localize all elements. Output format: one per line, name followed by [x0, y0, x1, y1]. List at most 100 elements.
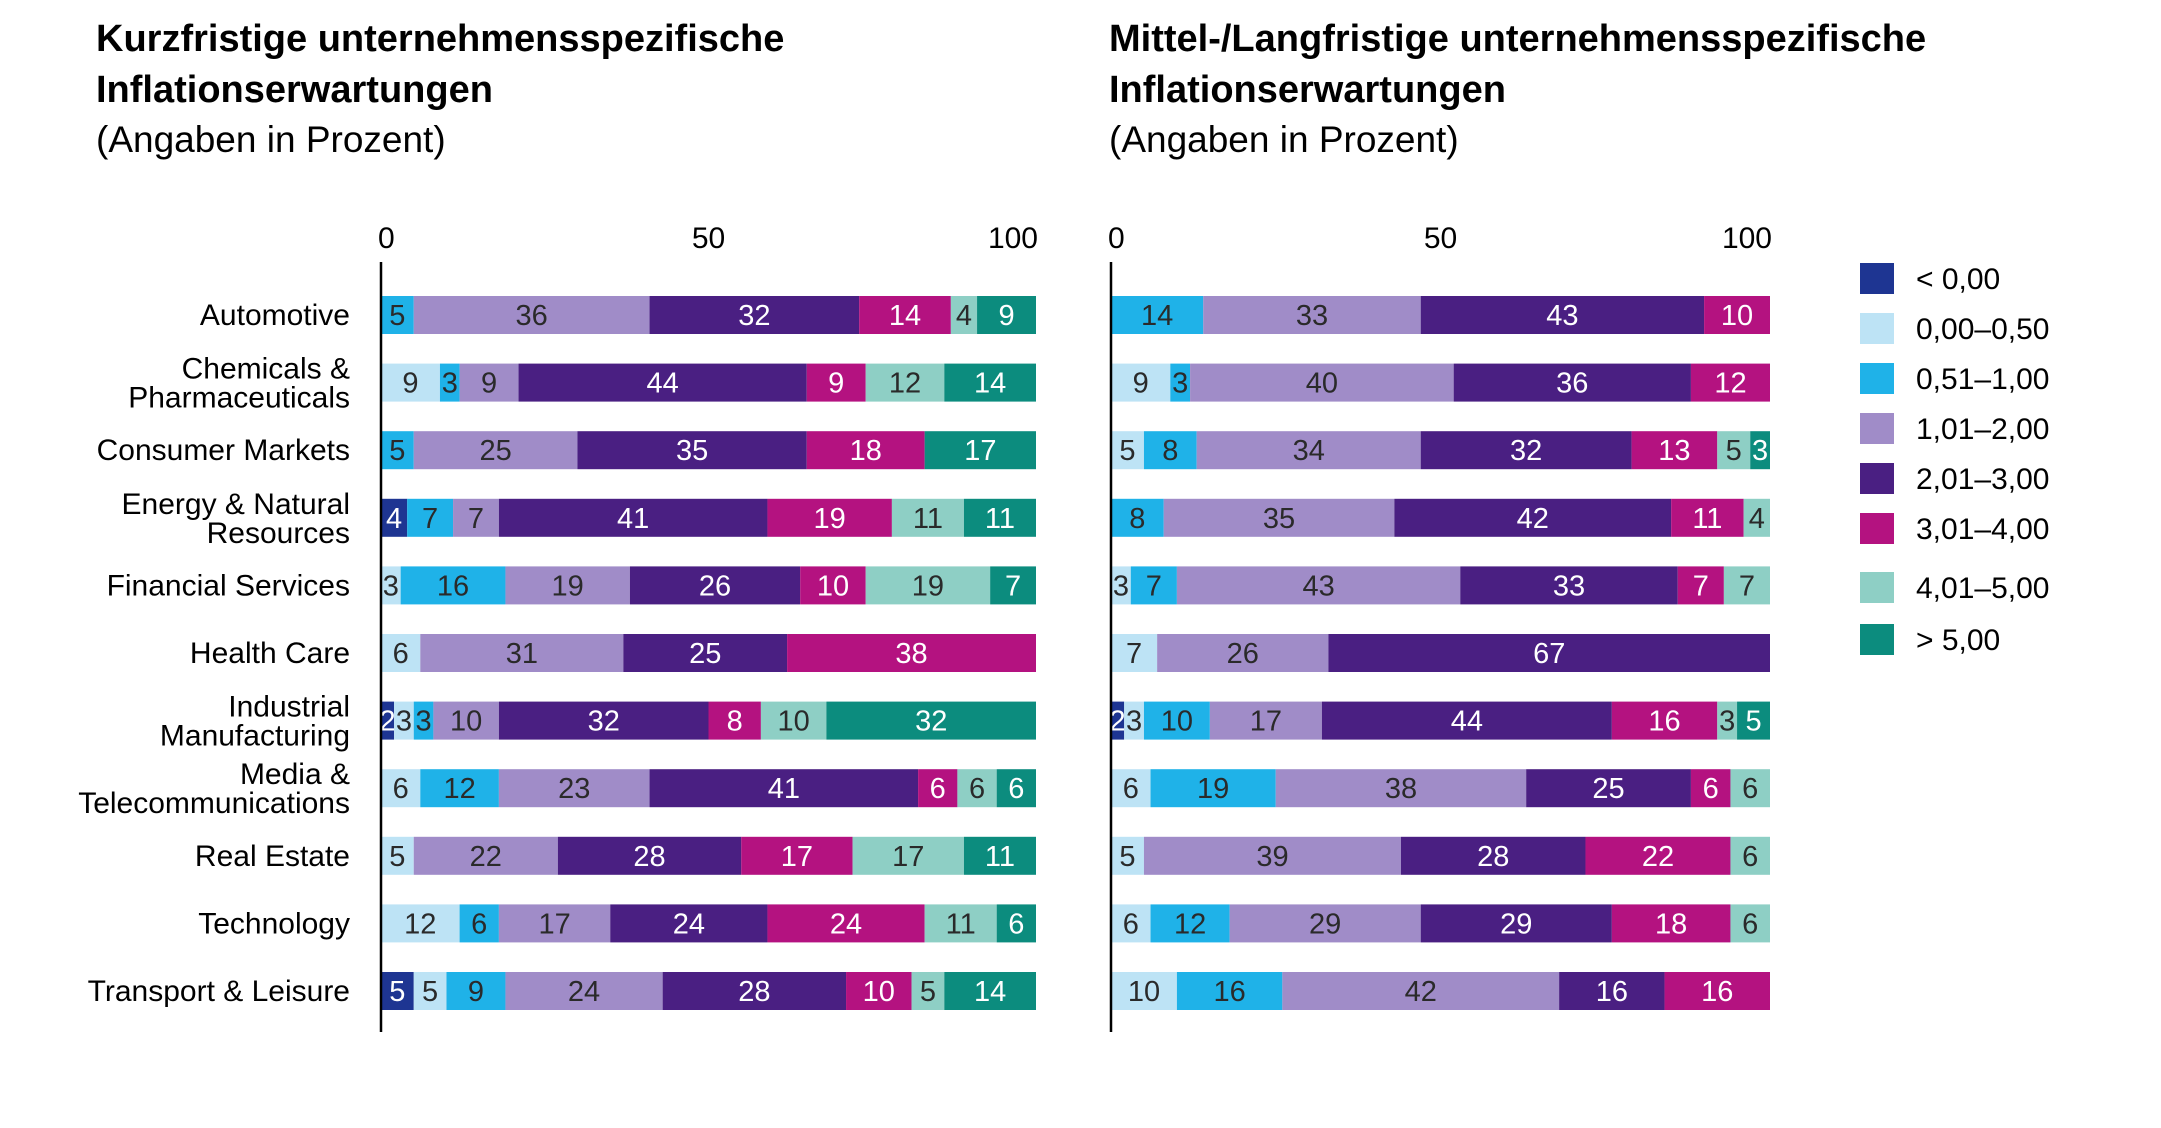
data-label: 10 — [1721, 300, 1753, 332]
data-label: 32 — [1510, 435, 1542, 467]
bar-segment — [1282, 972, 1560, 1010]
data-label: 33 — [1296, 300, 1328, 332]
chart-title-short-term-line2: Inflationserwartungen — [96, 69, 493, 111]
legend-swatch — [1860, 513, 1894, 544]
bar-segment — [1196, 431, 1421, 470]
bar-segment — [1420, 431, 1632, 470]
bar-segment — [413, 431, 578, 470]
legend-label: 4,01–5,00 — [1916, 572, 2049, 605]
data-label: 9 — [998, 300, 1014, 332]
data-label: 41 — [617, 503, 649, 535]
bar-segment — [1750, 431, 1770, 470]
data-label: 12 — [1714, 368, 1746, 400]
data-label: 13 — [1658, 435, 1690, 467]
data-label: 38 — [1385, 773, 1417, 805]
bar-segment — [977, 296, 1036, 334]
bar-segment — [623, 634, 788, 672]
data-label: 17 — [964, 435, 996, 467]
bar-segment — [1743, 498, 1770, 537]
bar-segment — [459, 363, 519, 402]
bar-segment — [806, 431, 925, 470]
data-label: 28 — [633, 841, 665, 873]
bar-segment — [1420, 296, 1705, 334]
data-label: 14 — [889, 300, 921, 332]
bar-segment — [498, 498, 768, 537]
data-label: 32 — [915, 706, 947, 738]
bar-segment — [963, 498, 1036, 537]
data-label: 2 — [1110, 706, 1126, 738]
data-label: 3 — [416, 706, 432, 738]
bar-segment — [806, 363, 866, 402]
data-label: 7 — [422, 503, 438, 535]
bar-segment — [1690, 769, 1731, 808]
bar-segment — [1209, 701, 1322, 740]
data-label: 22 — [1642, 841, 1674, 873]
data-label: 14 — [974, 368, 1006, 400]
data-label: 10 — [863, 976, 895, 1008]
axis-tick-label: 50 — [1424, 222, 1457, 255]
axis-tick-label: 50 — [692, 222, 725, 255]
bar-segment — [1717, 701, 1738, 740]
data-label: 26 — [1227, 638, 1259, 670]
bar-segment — [505, 972, 663, 1010]
data-label: 2 — [379, 706, 395, 738]
bar-segment — [439, 363, 460, 402]
legend-swatch — [1860, 263, 1894, 294]
data-label: 16 — [1701, 976, 1733, 1008]
data-label: 17 — [892, 841, 924, 873]
data-label: 6 — [1008, 773, 1024, 805]
legend-label: 3,01–4,00 — [1916, 513, 2049, 546]
data-label: 32 — [738, 300, 770, 332]
data-label: 3 — [396, 706, 412, 738]
data-label: 3 — [1113, 570, 1129, 602]
data-label: 5 — [389, 300, 405, 332]
data-label: 25 — [689, 638, 721, 670]
data-label: 5 — [920, 976, 936, 1008]
category-label: Automotive — [200, 299, 350, 332]
chart-title-long-term-line1: Mittel-/Langfristige unternehmensspezifi… — [1109, 18, 1927, 60]
axis-tick-label: 100 — [988, 222, 1038, 255]
bar-segment — [1460, 566, 1678, 605]
bar-segment — [1111, 972, 1177, 1010]
data-label: 7 — [468, 503, 484, 535]
data-label: 3 — [1719, 706, 1735, 738]
bar-segment — [413, 296, 650, 334]
bar-segment — [944, 972, 1036, 1010]
bar-segment — [1111, 701, 1125, 740]
data-label: 9 — [402, 368, 418, 400]
data-label: 34 — [1293, 435, 1325, 467]
bar-segment — [1176, 972, 1283, 1010]
bar-segment — [381, 634, 421, 672]
data-label: 11 — [1692, 503, 1722, 535]
data-label: 16 — [1596, 976, 1628, 1008]
data-label: 8 — [727, 706, 743, 738]
bar-segment — [433, 701, 499, 740]
bar-segment — [1176, 566, 1461, 605]
category-label: Consumer Markets — [97, 434, 350, 467]
data-label: 6 — [471, 908, 487, 940]
bar-segment — [708, 701, 761, 740]
bar-segment — [1143, 836, 1401, 875]
bar-segment — [1143, 431, 1197, 470]
data-label: 10 — [817, 570, 849, 602]
chart-title-long-term: Mittel-/Langfristige unternehmensspezifi… — [1109, 14, 1926, 116]
bar-segment — [400, 566, 506, 605]
data-label: 7 — [1739, 570, 1755, 602]
bar-segment — [381, 566, 401, 605]
chart-title-short-term: Kurzfristige unternehmensspezifische Inf… — [96, 14, 784, 116]
data-label: 17 — [781, 841, 813, 873]
data-label: 41 — [768, 773, 800, 805]
axis-tick-label: 0 — [378, 222, 395, 255]
data-label: 42 — [1405, 976, 1437, 1008]
bar-segment — [918, 769, 958, 808]
data-label: 7 — [1693, 570, 1709, 602]
bar-segment — [1111, 566, 1131, 605]
bar-segment — [800, 566, 866, 605]
data-label: 9 — [1133, 368, 1149, 400]
bar-segment — [1723, 566, 1770, 605]
data-label: 36 — [1556, 368, 1588, 400]
data-label: 5 — [1745, 706, 1761, 738]
bar-segment — [498, 904, 611, 943]
data-label: 11 — [913, 503, 943, 535]
chart-subtitle-long-term: (Angaben in Prozent) — [1109, 119, 1459, 160]
